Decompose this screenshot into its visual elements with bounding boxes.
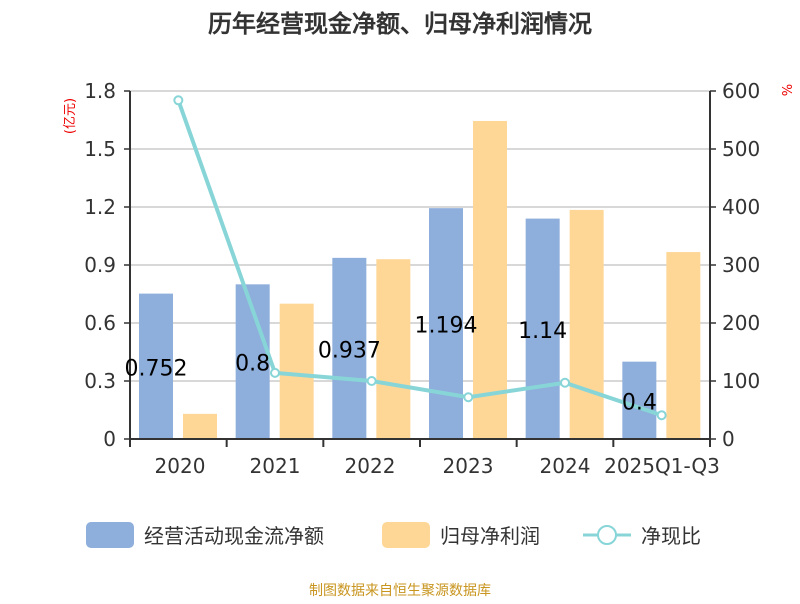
right-tick-label: 400 [722, 195, 760, 219]
x-tick-label: 2023 [443, 454, 494, 478]
bar-cashflow [429, 208, 463, 439]
right-axis-label: % [778, 84, 793, 96]
left-tick-label: 1.5 [84, 137, 116, 161]
left-tick-label: 1.8 [84, 79, 116, 103]
legend-marker-ratio [597, 525, 617, 545]
legend-label-cashflow: 经营活动现金流净额 [144, 524, 324, 548]
legend-label-profit: 归母净利润 [440, 524, 540, 548]
bar-profit [279, 303, 314, 439]
point-ratio [270, 367, 280, 378]
chart-title: 历年经营现金净额、归母净利润情况 [208, 10, 592, 38]
line-ratio [176, 99, 663, 418]
x-tick-label: 2025Q1-Q3 [604, 454, 720, 478]
right-tick-label: 300 [722, 253, 760, 277]
bar-profit [569, 209, 604, 439]
bar-profit [666, 252, 701, 439]
left-axis-label: (亿元) [63, 98, 78, 134]
legend: 经营活动现金流净额 归母净利润 净现比 [86, 522, 701, 548]
point-ratio [173, 95, 184, 106]
bar-profit [473, 120, 507, 439]
point-ratio [366, 376, 377, 386]
data-label-cashflow: 0.752 [125, 356, 188, 381]
left-tick-label: 0 [103, 427, 116, 451]
left-tick-label: 1.2 [84, 195, 116, 219]
right-tick-label: 500 [722, 137, 760, 161]
point-ratio [656, 410, 667, 421]
bar-profit [183, 413, 217, 439]
bar-cashflow [332, 257, 367, 439]
bar-profit [376, 259, 411, 439]
left-tick-label: 0.9 [84, 253, 116, 277]
x-tick-label: 2020 [155, 454, 206, 478]
point-ratio [463, 392, 474, 403]
x-tick-label: 2022 [345, 454, 396, 478]
left-tick-label: 0.6 [84, 311, 116, 335]
legend-swatch-cashflow [86, 522, 134, 548]
source-note: 制图数据来自恒生聚源数据库 [309, 583, 491, 599]
legend-label-ratio: 净现比 [641, 524, 701, 548]
data-label-cashflow: 0.4 [622, 390, 657, 415]
right-tick-label: 600 [722, 79, 760, 103]
left-tick-label: 0.3 [84, 369, 116, 393]
x-tick-label: 2024 [540, 454, 591, 478]
x-tick-label: 2021 [250, 454, 301, 478]
data-label-cashflow: 1.14 [518, 319, 567, 344]
legend-swatch-profit [382, 522, 430, 548]
data-label-cashflow: 0.8 [235, 352, 270, 377]
bar-cashflow [525, 218, 560, 439]
bar-cashflow [622, 361, 657, 439]
right-tick-label: 200 [722, 311, 760, 335]
right-tick-label: 100 [722, 369, 760, 393]
bar-cashflow [139, 293, 173, 439]
point-ratio [560, 377, 570, 388]
data-label-cashflow: 1.194 [415, 314, 478, 339]
data-label-cashflow: 0.937 [318, 338, 381, 363]
right-tick-label: 0 [722, 427, 735, 451]
